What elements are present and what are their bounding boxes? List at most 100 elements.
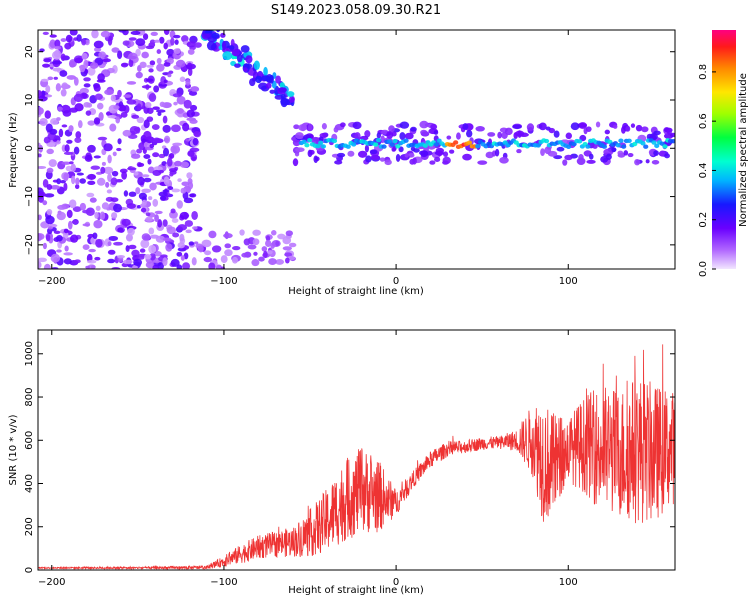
- spectrogram-cell: [308, 123, 313, 131]
- spectrogram-cell: [180, 255, 185, 261]
- spectrogram-cell: [577, 122, 587, 128]
- spectrogram-cell: [107, 115, 117, 119]
- spectrogram-cell: [69, 199, 77, 209]
- spectrogram-cell: [253, 60, 260, 70]
- spectrogram-cell: [127, 55, 137, 60]
- y-tick-label: −20: [24, 234, 35, 255]
- spectrogram-cell: [60, 179, 66, 184]
- spectrogram-cell: [228, 45, 235, 50]
- spectrogram-cell: [336, 152, 346, 158]
- spectrogram-cell: [99, 211, 106, 220]
- spectrogram-cell: [174, 160, 182, 167]
- spectrogram-marks: [38, 30, 675, 269]
- spectrogram-cell: [630, 123, 636, 128]
- spectrogram-cell: [211, 245, 222, 253]
- spectrogram-cell: [42, 200, 48, 206]
- spectrogram-cell: [120, 111, 128, 118]
- spectrogram-cell: [298, 124, 308, 131]
- spectrogram-cell: [268, 258, 277, 265]
- spectrogram-cell: [38, 191, 46, 198]
- spectrogram-cell: [176, 200, 183, 209]
- spectrogram-cell: [206, 40, 217, 51]
- spectrogram-cell: [169, 173, 174, 177]
- spectrogram-cell: [221, 40, 226, 51]
- spectrogram-cell: [83, 77, 91, 82]
- spectrogram-cell: [93, 155, 101, 159]
- snr-xlabel: Height of straight line (km): [288, 585, 424, 596]
- spectrogram-cell: [177, 224, 188, 231]
- spectrogram-cell: [187, 178, 193, 185]
- spectrogram-cell: [289, 95, 295, 103]
- x-tick-label: 100: [559, 276, 578, 287]
- spectrogram-cell: [183, 99, 192, 109]
- spectrogram-cell: [81, 39, 87, 46]
- spectrogram-cell: [102, 58, 111, 63]
- spectrogram-cell: [269, 89, 276, 94]
- spectrogram-cell: [421, 131, 430, 137]
- spectrogram-cell: [148, 196, 153, 201]
- spectrogram-cell: [162, 124, 171, 133]
- spectrogram-cell: [111, 47, 120, 53]
- spectrogram-cell: [177, 178, 182, 183]
- spectrogram-cell: [449, 149, 455, 154]
- spectrogram-cell: [180, 187, 187, 194]
- spectrogram-cell: [220, 255, 228, 264]
- spectrogram-cell: [188, 241, 195, 246]
- spectrogram-cell: [47, 76, 54, 81]
- spectrogram-cell: [446, 135, 452, 140]
- spectrogram-cell: [122, 40, 130, 46]
- spectrogram-cell: [145, 78, 154, 82]
- spectrogram-cell: [77, 120, 83, 129]
- spectrogram-cell: [90, 165, 101, 170]
- spectrogram-cell: [137, 256, 145, 260]
- y-tick-label: 800: [24, 387, 35, 406]
- spectrogram-cell: [73, 77, 79, 86]
- spectrogram-cell: [150, 31, 158, 36]
- spectrogram-cell: [191, 257, 197, 266]
- spectrogram-cell: [185, 79, 191, 86]
- spectrogram-cell: [252, 229, 261, 236]
- spectrogram-cell: [651, 140, 657, 145]
- spectrogram-cell: [43, 263, 51, 269]
- spectrogram-cell: [45, 85, 51, 93]
- spectrogram-cell: [288, 242, 297, 248]
- colorbar-label: Normalized spectral amplitude: [738, 73, 749, 227]
- spectrogram-cell: [128, 244, 137, 250]
- spectrogram-cell: [141, 199, 147, 206]
- spectrogram-cell: [280, 97, 288, 108]
- spectrogram-cell: [189, 119, 198, 124]
- y-tick-label: 400: [24, 474, 35, 493]
- spectrogram-cell: [351, 142, 357, 147]
- spectrogram-cell: [113, 105, 120, 110]
- colorbar: 0.0 0.2 0.4 0.6 0.8 Normalized spectral ampl…: [698, 30, 749, 277]
- spectrogram-cell: [617, 150, 624, 156]
- y-tick-label: 1000: [24, 341, 35, 366]
- spectrogram-cell: [419, 120, 429, 129]
- spectrogram-cell: [97, 136, 108, 141]
- spectrogram-cell: [247, 244, 257, 250]
- spectrogram-cell: [301, 139, 307, 145]
- spectrogram-cell: [130, 30, 141, 36]
- spectrogram-cell: [156, 57, 162, 65]
- spectrogram-cell: [68, 220, 73, 230]
- spectrogram-cell: [208, 230, 217, 239]
- spectrogram-cell: [208, 30, 213, 33]
- spectrogram-cell: [85, 265, 90, 269]
- spectrogram-cell: [127, 227, 135, 236]
- spectrogram-cell: [174, 39, 179, 45]
- spectrogram-cell: [68, 125, 74, 133]
- spectrogram-cell: [189, 104, 198, 111]
- spectrogram-cell: [152, 152, 160, 158]
- spectrogram-cell: [182, 262, 191, 269]
- spectrogram-cell: [38, 165, 47, 170]
- spectrogram-cell: [364, 130, 371, 138]
- spectrogram-cell: [149, 60, 156, 66]
- spectrogram-cell: [420, 150, 428, 158]
- spectrogram-cell: [156, 49, 162, 55]
- spectrogram-cell: [156, 63, 165, 72]
- spectrogram-cell: [279, 82, 285, 89]
- spectrogram-cell: [63, 151, 73, 155]
- spectrogram-cell: [79, 202, 87, 211]
- x-tick-label: −100: [210, 577, 237, 588]
